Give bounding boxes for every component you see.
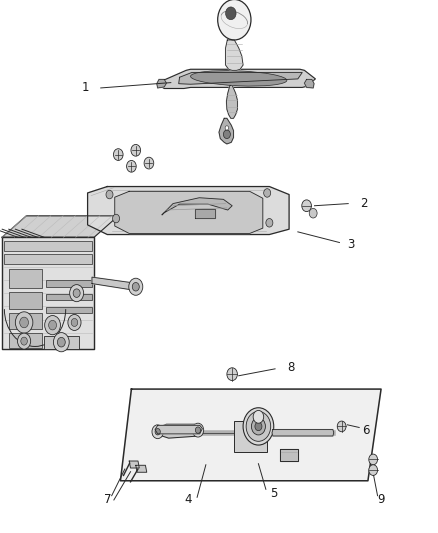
Bar	[44, 336, 79, 349]
Circle shape	[68, 314, 81, 330]
Circle shape	[155, 429, 160, 435]
Polygon shape	[272, 430, 334, 436]
Circle shape	[226, 7, 236, 20]
Circle shape	[106, 190, 113, 199]
Text: 2: 2	[360, 197, 367, 210]
Circle shape	[152, 425, 163, 439]
Text: 7: 7	[103, 494, 111, 506]
Circle shape	[302, 200, 311, 212]
Polygon shape	[158, 69, 315, 88]
Circle shape	[70, 285, 84, 302]
Polygon shape	[115, 191, 263, 233]
Polygon shape	[88, 187, 289, 235]
Bar	[9, 313, 42, 329]
Polygon shape	[2, 216, 118, 237]
Circle shape	[15, 312, 33, 333]
Polygon shape	[129, 461, 139, 468]
Bar	[46, 280, 92, 287]
Bar	[9, 333, 42, 348]
Text: 4: 4	[184, 494, 192, 506]
Text: 1: 1	[81, 82, 89, 94]
Polygon shape	[179, 72, 302, 84]
Polygon shape	[162, 198, 232, 215]
Bar	[234, 421, 267, 452]
Polygon shape	[155, 424, 201, 438]
Polygon shape	[280, 449, 298, 461]
Circle shape	[223, 130, 230, 139]
Text: 6: 6	[362, 424, 370, 437]
Text: 8: 8	[288, 361, 295, 374]
Circle shape	[192, 423, 204, 437]
Circle shape	[264, 189, 271, 197]
Bar	[46, 294, 92, 300]
Circle shape	[243, 408, 274, 445]
Circle shape	[369, 465, 378, 475]
Bar	[46, 307, 92, 313]
Circle shape	[73, 289, 80, 297]
Circle shape	[71, 318, 78, 326]
Polygon shape	[155, 425, 202, 434]
Text: 3: 3	[347, 238, 354, 251]
Circle shape	[337, 421, 346, 432]
Polygon shape	[226, 85, 237, 118]
Circle shape	[195, 427, 201, 433]
Circle shape	[227, 368, 237, 381]
Circle shape	[131, 144, 141, 156]
Polygon shape	[2, 237, 94, 349]
Polygon shape	[92, 277, 138, 290]
Text: 9: 9	[377, 494, 385, 506]
Circle shape	[113, 149, 123, 160]
Text: 5: 5	[270, 487, 277, 499]
Circle shape	[129, 278, 143, 295]
Circle shape	[18, 333, 31, 349]
Circle shape	[53, 333, 69, 352]
Circle shape	[57, 337, 65, 347]
Polygon shape	[226, 40, 243, 70]
Bar	[4, 254, 92, 264]
Circle shape	[369, 454, 378, 465]
Polygon shape	[157, 79, 166, 88]
Polygon shape	[120, 389, 381, 481]
Polygon shape	[304, 79, 314, 88]
Ellipse shape	[191, 70, 287, 86]
Circle shape	[309, 208, 317, 218]
Circle shape	[266, 219, 273, 227]
Circle shape	[246, 411, 271, 441]
Circle shape	[251, 418, 265, 435]
Bar	[9, 292, 42, 309]
Circle shape	[225, 126, 229, 130]
Circle shape	[132, 282, 139, 291]
Circle shape	[49, 320, 57, 330]
Circle shape	[45, 316, 60, 335]
Polygon shape	[195, 209, 215, 218]
Bar	[9, 269, 42, 288]
Circle shape	[21, 337, 27, 345]
Polygon shape	[219, 118, 233, 144]
Circle shape	[20, 317, 28, 328]
Bar	[4, 241, 92, 251]
Circle shape	[127, 160, 136, 172]
Circle shape	[255, 422, 262, 431]
Circle shape	[218, 0, 251, 40]
Polygon shape	[136, 465, 147, 472]
Circle shape	[113, 214, 120, 223]
Circle shape	[144, 157, 154, 169]
Circle shape	[253, 410, 264, 423]
